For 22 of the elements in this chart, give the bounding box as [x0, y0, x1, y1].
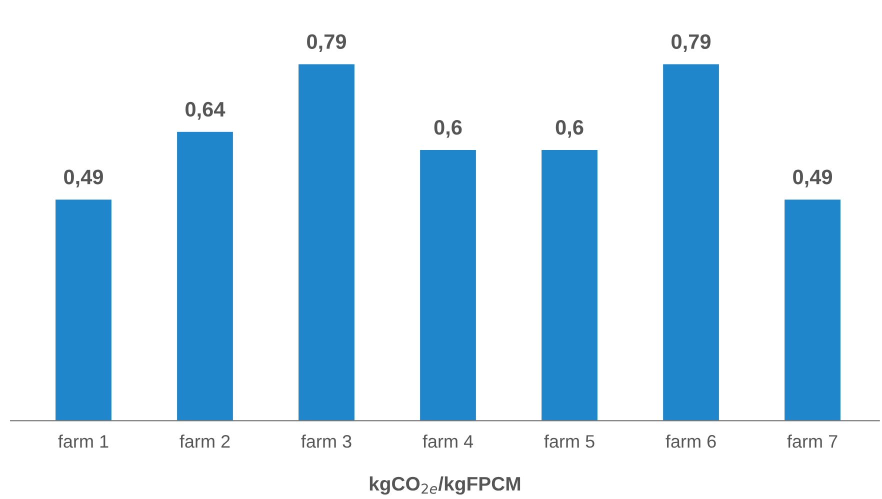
x-tick-label: farm 4: [422, 434, 474, 448]
bar: [420, 150, 476, 421]
bar: [298, 64, 354, 421]
data-label: 0,79: [672, 34, 711, 52]
data-label: 0,6: [556, 120, 584, 138]
x-tick-label: farm 6: [666, 434, 716, 448]
bar: [542, 150, 598, 421]
x-axis-title: kgCO$_{2e}$/kgFPCM: [370, 476, 520, 495]
bar: [56, 200, 112, 421]
data-label: 0,64: [186, 102, 226, 120]
x-tick-label: farm 5: [544, 434, 594, 448]
x-tick-label: farm 2: [180, 434, 230, 448]
data-label: 0,49: [64, 170, 103, 188]
data-label: 0,6: [434, 120, 462, 138]
bar: [784, 200, 840, 421]
bar: [177, 132, 233, 421]
bar: [663, 64, 719, 421]
x-tick-label: farm 7: [787, 434, 838, 448]
data-label: 0,79: [307, 34, 346, 52]
x-tick-label: farm 1: [58, 434, 108, 448]
x-tick-label: farm 3: [301, 434, 352, 448]
data-label: 0,49: [793, 170, 832, 188]
